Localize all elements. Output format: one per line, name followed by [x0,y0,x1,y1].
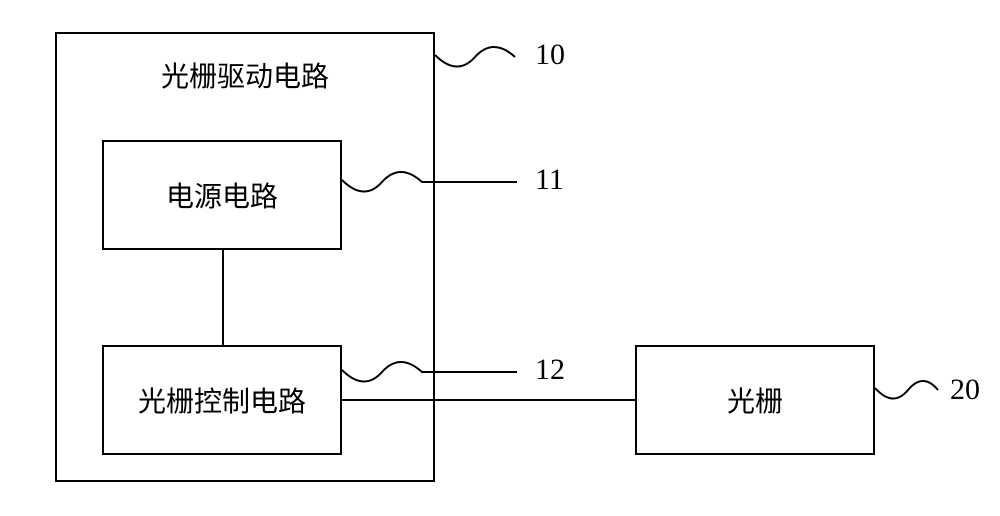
connector-control-to-outer-edge [342,399,435,401]
label-power-circuit: 电源电路 [166,175,278,215]
ref-12-text: 12 [535,353,565,386]
text-outer-title: 光栅驱动电路 [161,62,329,93]
ref-20: 20 [950,373,980,407]
label-grating: 光栅 [727,380,783,420]
block-grating-control-circuit: 光栅控制电路 [102,345,342,455]
ref-10-text: 10 [535,38,565,71]
ref-11: 11 [535,163,564,197]
label-grating-driver-circuit: 光栅驱动电路 [55,55,435,95]
ref-12: 12 [535,353,565,387]
diagram-root: 光栅驱动电路 电源电路 光栅控制电路 光栅 10 11 12 20 [0,0,1000,516]
ref-11-text: 11 [535,163,564,196]
connector-power-to-control [222,250,224,345]
leader-20 [875,370,945,410]
block-grating: 光栅 [635,345,875,455]
ref-20-text: 20 [950,373,980,406]
connector-outer-to-grating [435,399,635,401]
label-grating-control-circuit: 光栅控制电路 [138,380,306,420]
block-power-circuit: 电源电路 [102,140,342,250]
leader-10 [435,35,525,80]
ref-10: 10 [535,38,565,72]
